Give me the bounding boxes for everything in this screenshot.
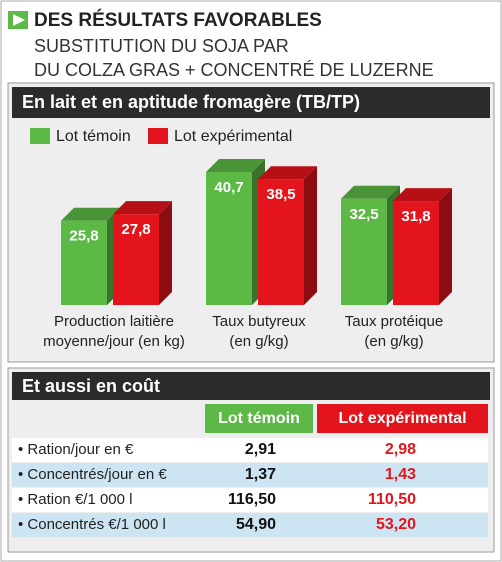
column-header-cell [317, 404, 488, 433]
bar-top [61, 207, 120, 221]
subtitle: SUBSTITUTION DU SOJA PAR [34, 36, 289, 56]
bar-side [159, 201, 172, 305]
bar [113, 214, 159, 305]
legend-label: Lot expérimental [174, 128, 292, 145]
cell: 2,98 [385, 441, 416, 458]
bar-top [258, 166, 317, 180]
bar-top [341, 185, 400, 199]
cell: 1,37 [245, 466, 276, 483]
table-row [12, 513, 488, 537]
cell: 2,91 [245, 441, 276, 458]
cell: 53,20 [376, 516, 416, 533]
value-label: 31,8 [401, 208, 430, 225]
bar-side [304, 166, 317, 305]
row-label: • Ration/jour en € [18, 441, 134, 458]
subtitle: DU COLZA GRAS + CONCENTRÉ DE LUZERNE [34, 60, 434, 80]
table-header [12, 372, 490, 400]
row-label: • Concentrés €/1 000 l [18, 516, 166, 533]
category-label: Production laitière [54, 313, 174, 330]
column-header: Lot témoin [218, 410, 300, 427]
bar-top [206, 159, 265, 172]
table-row [12, 438, 488, 462]
bar [206, 172, 252, 305]
row-label: • Concentrés/jour en € [18, 466, 167, 483]
cell: 1,43 [385, 466, 416, 483]
bar-top [113, 201, 172, 215]
bar-side [439, 188, 452, 305]
cell: 54,90 [236, 516, 276, 533]
table-title: Et aussi en coût [22, 376, 160, 396]
column-header: Lot expérimental [338, 410, 466, 427]
bar [258, 179, 304, 305]
value-label: 27,8 [121, 221, 150, 238]
title: DES RÉSULTATS FAVORABLES [34, 9, 322, 31]
value-label: 38,5 [266, 186, 295, 203]
value-label: 25,8 [69, 228, 98, 245]
value-label: 40,7 [214, 179, 243, 196]
category-label: Taux protéique [345, 313, 443, 330]
cell: 110,50 [368, 491, 416, 508]
cell: 116,50 [228, 491, 276, 508]
category-label: moyenne/jour (en kg) [43, 333, 185, 350]
legend-label: Lot témoin [56, 128, 131, 145]
category-label: Taux butyreux [212, 313, 306, 330]
category-label: (en g/kg) [229, 333, 288, 350]
chart-title: En lait et en aptitude fromagère (TB/TP) [22, 92, 360, 112]
row-label: • Ration €/1 000 l [18, 491, 133, 508]
value-label: 32,5 [349, 206, 378, 223]
bar [393, 201, 439, 305]
title-icon-arrow [13, 14, 25, 26]
legend-swatch [148, 128, 168, 144]
chart-header [12, 87, 490, 118]
bar-top [393, 188, 452, 202]
bar [341, 198, 387, 305]
table-row [12, 488, 488, 512]
legend-swatch [30, 128, 50, 144]
table-row [12, 463, 488, 487]
bar [61, 220, 107, 305]
category-label: (en g/kg) [364, 333, 423, 350]
column-header-cell [205, 404, 313, 433]
